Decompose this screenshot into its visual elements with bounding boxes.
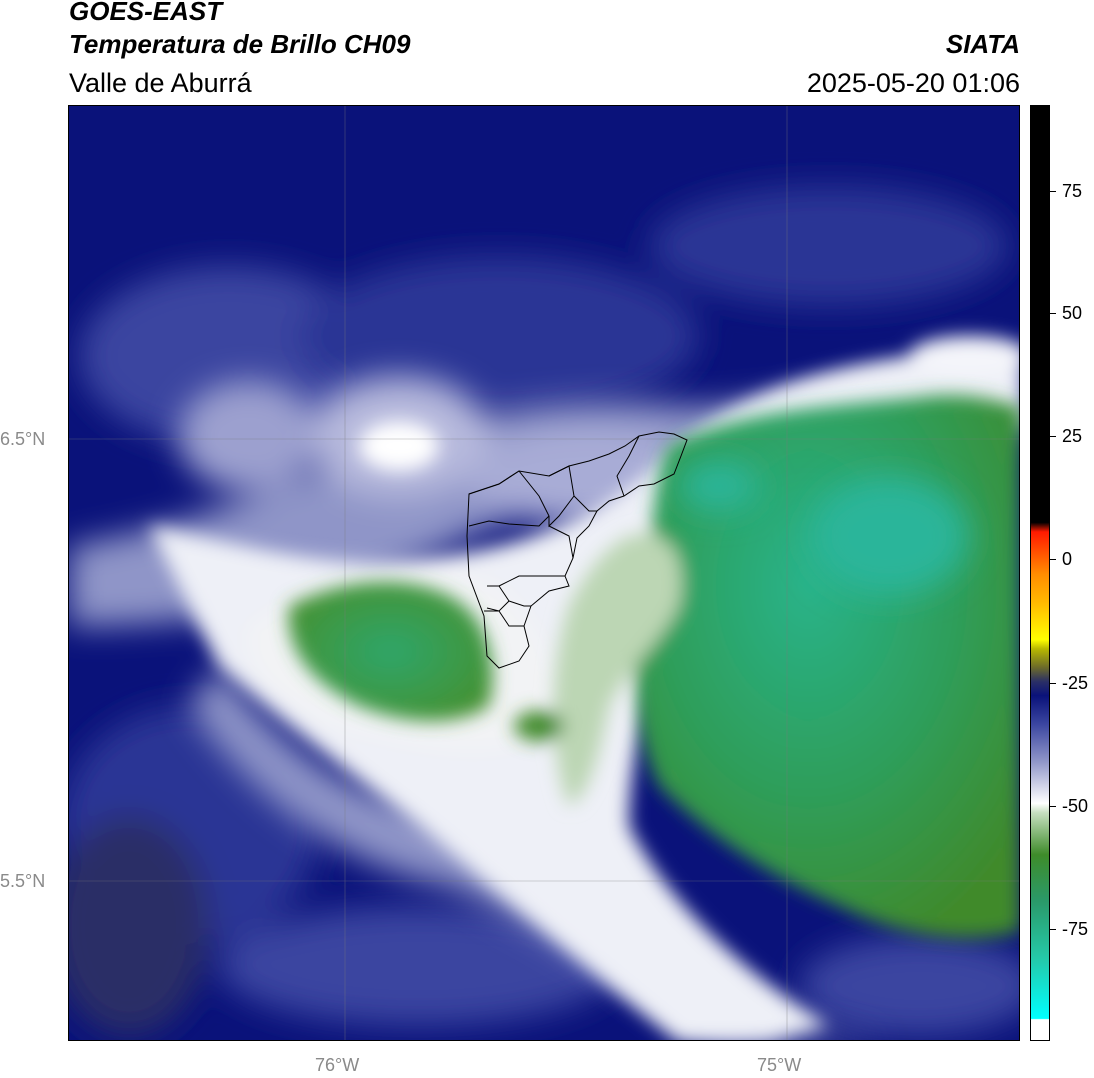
colorbar-tick — [1050, 683, 1056, 684]
latitude-label-5-5: 5.5°N — [0, 871, 46, 891]
colorbar-label-50: 50 — [1062, 303, 1083, 323]
satellite-map[interactable] — [68, 105, 1020, 1041]
colorbar-label-75: 75 — [1062, 181, 1083, 201]
colorbar-label-minus-50: -50 — [1062, 796, 1089, 816]
municipal-boundaries — [466, 431, 688, 669]
colorbar-tick — [1050, 436, 1056, 437]
cloud-texture-blue — [69, 186, 1019, 1036]
graticule — [69, 106, 1019, 1040]
colorbar-tick — [1050, 929, 1056, 930]
colorbar-label-25: 25 — [1062, 426, 1083, 446]
longitude-label-75: 75°W — [757, 1055, 802, 1075]
product-title: Temperatura de Brillo CH09 — [69, 29, 411, 59]
temperature-colorbar — [1030, 105, 1050, 1041]
satellite-title: GOES-EAST — [69, 0, 223, 26]
colorbar-tick — [1050, 806, 1056, 807]
colorbar-tick — [1050, 313, 1056, 314]
colorbar-gradient — [1031, 106, 1049, 1040]
colorbar-label-minus-75: -75 — [1062, 919, 1089, 939]
latitude-label-6-5: 6.5°N — [0, 429, 46, 449]
region-subtitle: Valle de Aburrá — [69, 68, 252, 98]
warmest-core — [679, 461, 969, 596]
longitude-label-76: 76°W — [315, 1055, 360, 1075]
colorbar-tick — [1050, 559, 1056, 560]
organization-label: SIATA — [945, 29, 1020, 59]
colorbar-label-0: 0 — [1062, 549, 1073, 569]
colorbar-label-minus-25: -25 — [1062, 673, 1089, 693]
brightness-temperature-field — [69, 106, 1019, 1040]
timestamp-label: 2025-05-20 01:06 — [806, 68, 1020, 98]
colorbar-tick — [1050, 191, 1056, 192]
